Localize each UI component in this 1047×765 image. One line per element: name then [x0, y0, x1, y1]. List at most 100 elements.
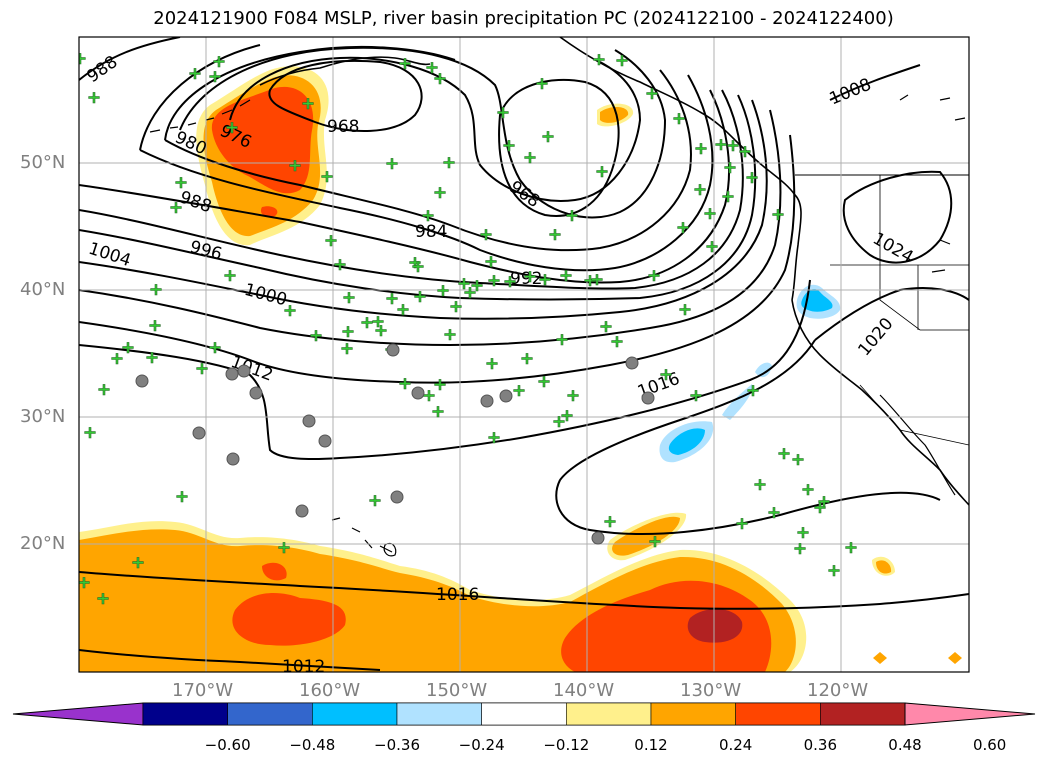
station-marker: + — [771, 205, 785, 225]
station-marker: + — [484, 252, 498, 272]
station-marker: + — [288, 156, 302, 176]
station-marker: + — [705, 237, 719, 257]
lon-label-150w: 150°W — [426, 680, 488, 701]
station-circle — [480, 394, 494, 408]
station-marker: + — [723, 158, 737, 178]
isobar-968-east — [498, 78, 620, 217]
station-marker: + — [738, 142, 752, 162]
station-marker: + — [131, 553, 145, 573]
station-marker: + — [425, 58, 439, 78]
station-marker: + — [277, 538, 291, 558]
station-marker: + — [746, 381, 760, 401]
station-marker: + — [87, 88, 101, 108]
station-marker: + — [470, 276, 484, 296]
station-circle — [318, 434, 332, 448]
station-marker: + — [212, 52, 226, 72]
station-marker: + — [791, 450, 805, 470]
map-title: 2024121900 F084 MSLP, river basin precip… — [153, 8, 894, 29]
station-marker: + — [714, 135, 728, 155]
precip-neg-area-2-light — [722, 384, 753, 420]
station-circle — [625, 356, 639, 370]
station-marker: + — [487, 428, 501, 448]
station-markers: ++++++++++++++++++++++++++++++++++++++++… — [73, 49, 858, 610]
colorbar-tick-label: 0.12 — [634, 736, 668, 754]
station-marker: + — [340, 339, 354, 359]
isobar-980-lower — [164, 69, 692, 252]
station-marker: + — [801, 480, 815, 500]
isobar-1016 — [555, 339, 941, 536]
station-marker: + — [433, 183, 447, 203]
colorbar-tick-label: 0.48 — [888, 736, 922, 754]
station-marker: + — [77, 573, 91, 593]
station-marker: + — [320, 167, 334, 187]
station-marker: + — [169, 198, 183, 218]
lon-label-140w: 140°W — [553, 680, 615, 701]
station-marker: + — [175, 487, 189, 507]
station-marker: + — [148, 316, 162, 336]
station-marker: + — [411, 257, 425, 277]
station-marker: + — [603, 512, 617, 532]
station-marker: + — [449, 297, 463, 317]
station-marker: + — [555, 330, 569, 350]
graticule — [79, 37, 969, 672]
colorbar-segment — [650, 702, 736, 726]
colorbar-tick-label: −0.60 — [204, 736, 251, 754]
station-marker: + — [195, 359, 209, 379]
lat-label-30n: 30°N — [20, 406, 66, 427]
station-marker: + — [592, 50, 606, 70]
lon-label-170w: 170°W — [172, 680, 234, 701]
isobar-1000 — [79, 99, 768, 320]
station-marker: + — [223, 266, 237, 286]
lat-label-40n: 40°N — [20, 279, 66, 300]
station-marker: + — [396, 300, 410, 320]
station-marker: + — [753, 475, 767, 495]
station-marker: + — [368, 491, 382, 511]
alaska-peninsula-coast — [259, 56, 431, 86]
station-marker: + — [421, 206, 435, 226]
station-marker: + — [457, 274, 471, 294]
precip-area-gulf-orange — [600, 106, 629, 123]
station-marker: + — [512, 381, 526, 401]
colorbar-segment — [227, 702, 313, 726]
station-marker: + — [599, 317, 613, 337]
isobar-996 — [79, 94, 757, 301]
precip-area-north-red — [211, 86, 314, 194]
station-marker: + — [433, 375, 447, 395]
station-marker: + — [301, 94, 315, 114]
colorbar-segment — [481, 702, 567, 726]
station-marker: + — [559, 266, 573, 286]
colorbar-tick-label: −0.12 — [543, 736, 590, 754]
station-marker: + — [225, 118, 239, 138]
colorbar-extend-high — [904, 702, 1036, 726]
station-marker: + — [436, 281, 450, 301]
precip-band-south-red-west — [232, 593, 346, 646]
station-marker: + — [385, 154, 399, 174]
station-marker: + — [523, 267, 537, 287]
isobar-1004 — [79, 109, 782, 347]
station-marker: + — [693, 180, 707, 200]
lon-label-130w: 130°W — [680, 680, 742, 701]
station-marker: + — [560, 406, 574, 426]
isobar-1008 — [79, 64, 921, 384]
station-marker: + — [659, 365, 673, 385]
station-marker: + — [188, 64, 202, 84]
station-marker: + — [110, 349, 124, 369]
station-circle — [302, 414, 316, 428]
station-marker: + — [73, 49, 87, 69]
station-circle — [390, 490, 404, 504]
station-marker: + — [595, 162, 609, 182]
station-marker: + — [121, 338, 135, 358]
station-marker: + — [796, 523, 810, 543]
station-marker: + — [149, 280, 163, 300]
precip-area-trough-orange — [612, 516, 680, 556]
precip-band-south-max — [687, 609, 743, 643]
colorbar-tick-label: 0.60 — [972, 736, 1007, 754]
station-marker: + — [745, 168, 759, 188]
station-marker: + — [844, 538, 858, 558]
station-marker: + — [648, 532, 662, 552]
station-circle — [237, 364, 251, 378]
station-circle — [192, 426, 206, 440]
station-circle — [386, 343, 400, 357]
station-marker: + — [442, 153, 456, 173]
station-marker: + — [523, 148, 537, 168]
